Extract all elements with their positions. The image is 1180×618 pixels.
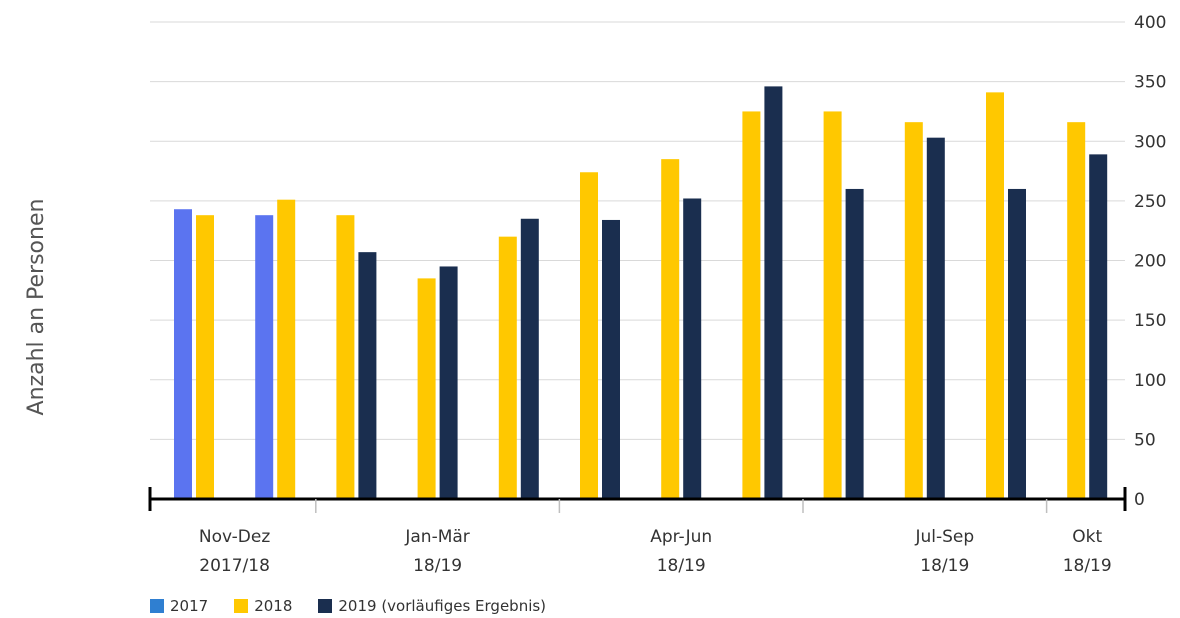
bar-chart: 0 50 100 150 200 250 300 350 400 Nov-Dez 2017/18 J… bbox=[24, 13, 1166, 576]
legend-label: 2018 bbox=[254, 597, 293, 615]
y-tick-label: 150 bbox=[1134, 311, 1166, 331]
bar-2019-Jan bbox=[358, 252, 377, 499]
bar-2019-Jun bbox=[764, 86, 783, 500]
bar-2018-Jun bbox=[742, 111, 761, 499]
x-category-labels: Nov-Dez 2017/18 Jan-Mär 18/19 Apr-Jun 18/19 Ju… bbox=[199, 527, 1112, 576]
legend-item: 2018 bbox=[234, 597, 292, 615]
category-label-line2: 18/19 bbox=[920, 556, 969, 576]
bar-2019-Mär bbox=[520, 218, 539, 499]
y-tick-label: 0 bbox=[1134, 490, 1145, 510]
bar-2019-Jul bbox=[845, 188, 864, 499]
y-tick-label: 200 bbox=[1134, 252, 1166, 272]
bar-2019-Okt bbox=[1089, 154, 1108, 499]
legend: 2017 2018 2019 (vorläufiges Ergebnis) bbox=[150, 595, 572, 617]
y-tick-label: 350 bbox=[1134, 73, 1166, 93]
legend-swatch bbox=[150, 599, 164, 613]
category-label-line2: 18/19 bbox=[657, 556, 706, 576]
legend-label: 2019 (vorläufiges Ergebnis) bbox=[338, 597, 547, 615]
bar-2019-Apr bbox=[602, 219, 620, 499]
bars bbox=[174, 86, 1108, 500]
legend-swatch bbox=[318, 599, 333, 613]
legend-label: 2017 bbox=[170, 597, 209, 615]
bar-2018-Mär bbox=[498, 236, 517, 499]
category-label-line1: Okt bbox=[1072, 527, 1102, 547]
bar-2018-Aug bbox=[904, 122, 923, 500]
bar-2019-Mai bbox=[683, 198, 702, 500]
y-tick-label: 100 bbox=[1134, 371, 1166, 391]
category-label-line1: Jul-Sep bbox=[914, 527, 974, 547]
legend-item: 2019 (vorläufiges Ergebnis) bbox=[318, 597, 546, 615]
bar-2018-Apr bbox=[580, 172, 598, 499]
bar-2017-Dez bbox=[255, 215, 274, 499]
gridlines bbox=[150, 21, 1125, 440]
bar-2018-Dez bbox=[277, 199, 296, 499]
y-tick-labels: 0 50 100 150 200 250 300 350 400 bbox=[1134, 13, 1166, 510]
category-label-line2: 18/19 bbox=[1063, 556, 1112, 576]
category-label-line2: 18/19 bbox=[413, 556, 462, 576]
bar-2019-Aug bbox=[926, 137, 945, 500]
y-tick-label: 50 bbox=[1134, 430, 1156, 450]
category-label-line1: Apr-Jun bbox=[650, 527, 712, 547]
bar-2018-Okt bbox=[1067, 122, 1086, 500]
y-axis-label: Anzahl an Personen bbox=[24, 199, 49, 416]
legend-swatch bbox=[234, 599, 249, 613]
bar-2018-Jul bbox=[823, 111, 842, 499]
y-tick-label: 400 bbox=[1134, 13, 1166, 33]
bar-2018-Feb bbox=[417, 278, 436, 499]
category-label-line2: 2017/18 bbox=[199, 556, 270, 576]
bar-2018-Jan bbox=[336, 215, 355, 499]
legend-item: 2017 bbox=[150, 597, 208, 615]
category-label-line1: Nov-Dez bbox=[199, 527, 270, 547]
bar-2019-Sep bbox=[1008, 188, 1026, 499]
bar-2018-Nov bbox=[196, 215, 214, 499]
x-axis bbox=[148, 487, 1127, 513]
category-label-line1: Jan-Mär bbox=[404, 527, 469, 547]
y-tick-label: 250 bbox=[1134, 192, 1166, 212]
y-tick-label: 300 bbox=[1134, 132, 1166, 152]
bar-2018-Mai bbox=[661, 159, 680, 499]
bar-2017-Nov bbox=[174, 209, 192, 499]
bar-2019-Feb bbox=[439, 266, 458, 499]
bar-2018-Sep bbox=[986, 92, 1004, 500]
